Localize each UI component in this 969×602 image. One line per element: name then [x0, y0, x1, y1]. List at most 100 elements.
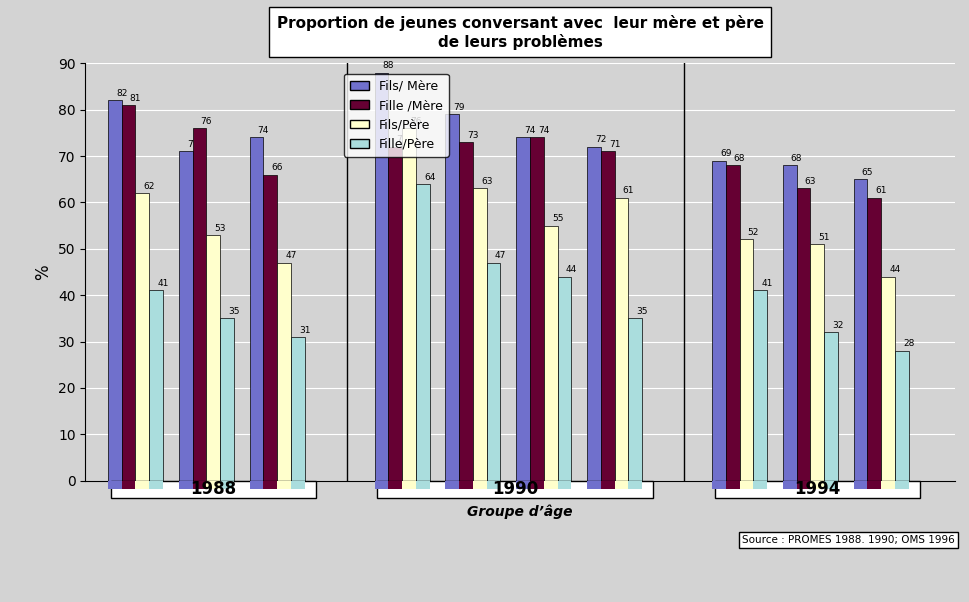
- Bar: [121, 105, 136, 480]
- Bar: [416, 480, 429, 489]
- Bar: [264, 480, 277, 489]
- Bar: [753, 480, 766, 489]
- Bar: [277, 480, 291, 489]
- Bar: [516, 137, 529, 480]
- Bar: [711, 161, 725, 480]
- Text: 44: 44: [889, 265, 899, 275]
- Bar: [782, 166, 796, 480]
- Bar: [628, 480, 641, 489]
- Text: 41: 41: [761, 279, 772, 288]
- Bar: [178, 151, 192, 480]
- Bar: [486, 480, 500, 489]
- Text: 62: 62: [143, 182, 155, 191]
- Bar: [220, 480, 234, 489]
- Text: 88: 88: [382, 61, 393, 70]
- FancyBboxPatch shape: [377, 480, 652, 498]
- Text: 61: 61: [622, 187, 634, 196]
- Bar: [866, 480, 880, 489]
- Bar: [249, 137, 264, 480]
- Text: 31: 31: [298, 326, 310, 335]
- Bar: [853, 179, 866, 480]
- Bar: [374, 73, 388, 480]
- Bar: [291, 480, 304, 489]
- Bar: [894, 480, 908, 489]
- Bar: [894, 351, 908, 480]
- Text: 69: 69: [719, 149, 731, 158]
- Bar: [458, 480, 473, 489]
- Text: 73: 73: [467, 131, 478, 140]
- Bar: [529, 480, 544, 489]
- Text: 47: 47: [285, 252, 297, 260]
- Bar: [136, 480, 149, 489]
- Bar: [178, 480, 192, 489]
- Text: 63: 63: [804, 177, 815, 186]
- Text: 74: 74: [538, 126, 548, 135]
- Y-axis label: %: %: [34, 264, 52, 280]
- Text: 41: 41: [157, 279, 169, 288]
- Text: 65: 65: [860, 168, 872, 177]
- Bar: [809, 480, 824, 489]
- Text: 68: 68: [733, 154, 744, 163]
- Bar: [264, 175, 277, 480]
- Bar: [824, 480, 837, 489]
- Bar: [388, 147, 402, 480]
- Bar: [824, 332, 837, 480]
- Text: 61: 61: [875, 187, 886, 196]
- Bar: [445, 114, 458, 480]
- Bar: [416, 184, 429, 480]
- Text: 71: 71: [609, 140, 620, 149]
- Bar: [738, 480, 753, 489]
- Text: 82: 82: [116, 89, 127, 98]
- Bar: [600, 151, 614, 480]
- Bar: [614, 197, 628, 480]
- Bar: [149, 480, 163, 489]
- Text: 32: 32: [831, 321, 843, 330]
- Text: 53: 53: [214, 223, 226, 232]
- Text: 1990: 1990: [491, 480, 538, 498]
- Bar: [544, 226, 557, 480]
- FancyBboxPatch shape: [714, 480, 919, 498]
- Text: 55: 55: [551, 214, 563, 223]
- Bar: [628, 318, 641, 480]
- Bar: [149, 291, 163, 480]
- Bar: [121, 480, 136, 489]
- Bar: [738, 240, 753, 480]
- Text: 64: 64: [423, 173, 435, 182]
- Bar: [516, 480, 529, 489]
- Bar: [866, 197, 880, 480]
- Text: 81: 81: [130, 94, 141, 103]
- Bar: [725, 480, 738, 489]
- Bar: [277, 262, 291, 480]
- Text: 66: 66: [271, 163, 283, 172]
- Bar: [388, 480, 402, 489]
- Text: Source : PROMES 1988. 1990; OMS 1996: Source : PROMES 1988. 1990; OMS 1996: [741, 535, 954, 545]
- Bar: [529, 137, 544, 480]
- FancyBboxPatch shape: [110, 480, 315, 498]
- Text: 51: 51: [818, 233, 829, 242]
- X-axis label: Groupe d’âge: Groupe d’âge: [467, 504, 573, 518]
- Bar: [586, 147, 600, 480]
- Bar: [544, 480, 557, 489]
- Bar: [374, 480, 388, 489]
- Bar: [809, 244, 824, 480]
- Bar: [614, 480, 628, 489]
- Bar: [206, 480, 220, 489]
- Text: 71: 71: [187, 140, 198, 149]
- Bar: [458, 142, 473, 480]
- Bar: [473, 188, 486, 480]
- Bar: [445, 480, 458, 489]
- Bar: [108, 480, 121, 489]
- Text: 68: 68: [790, 154, 801, 163]
- Text: 74: 74: [258, 126, 268, 135]
- Bar: [473, 480, 486, 489]
- Text: 76: 76: [410, 117, 422, 126]
- Bar: [249, 480, 264, 489]
- Bar: [192, 128, 206, 480]
- Bar: [192, 480, 206, 489]
- Bar: [136, 193, 149, 480]
- Text: 35: 35: [636, 307, 647, 316]
- Text: 79: 79: [453, 103, 464, 112]
- Bar: [725, 166, 738, 480]
- Text: 1994: 1994: [794, 480, 839, 498]
- Text: 35: 35: [228, 307, 239, 316]
